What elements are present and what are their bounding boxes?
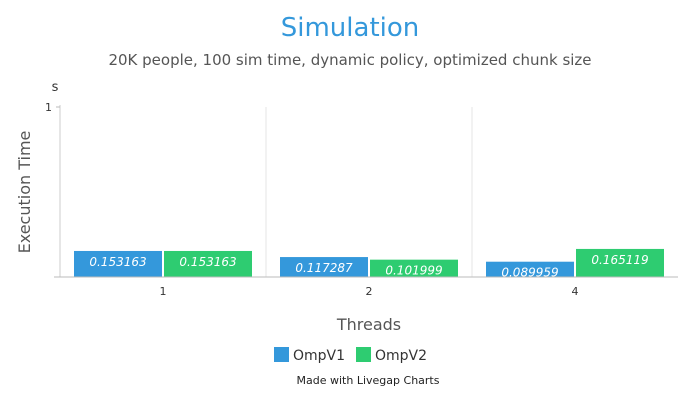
bars: 0.153163 0.153163 0.117287 0.101999 0.089959…	[74, 248, 664, 280]
bar-OmpV2-2[interactable]	[370, 259, 458, 277]
legend[interactable]: OmpV1 OmpV2	[274, 347, 427, 364]
bar-OmpV1-1[interactable]	[74, 250, 162, 277]
chart-title: Simulation	[281, 13, 420, 43]
legend-swatch	[274, 347, 289, 362]
bar-OmpV1-4[interactable]	[486, 261, 574, 277]
legend-label: OmpV1	[293, 348, 345, 364]
legend-label: OmpV2	[375, 348, 427, 364]
credit-text: Made with Livegap Charts	[297, 374, 440, 387]
bar-data-label: 0.153163	[179, 255, 236, 269]
legend-item-OmpV2[interactable]: OmpV2	[356, 347, 427, 364]
y-tick-label: 1	[45, 101, 52, 114]
gridlines	[265, 107, 473, 277]
bar-OmpV2-1[interactable]	[164, 250, 252, 277]
bar-OmpV2-4[interactable]	[576, 248, 664, 277]
bar-OmpV1-2[interactable]	[280, 257, 368, 277]
legend-swatch	[356, 347, 371, 362]
bar-data-label: 0.101999	[385, 264, 442, 278]
y-axis-title: Execution Time	[15, 131, 34, 254]
y-axis-unit: s	[52, 80, 59, 95]
legend-item-OmpV1[interactable]: OmpV1	[274, 347, 345, 364]
axes: 1 1 2 4	[45, 101, 678, 298]
bar-data-label: 0.165119	[591, 253, 648, 267]
chart-subtitle: 20K people, 100 sim time, dynamic policy…	[108, 51, 591, 69]
bar-data-label: 0.153163	[89, 255, 146, 269]
x-axis-title: Threads	[336, 315, 401, 334]
bar-data-label: 0.117287	[295, 261, 353, 275]
x-tick-label: 4	[572, 285, 579, 298]
bar-data-label: 0.089959	[501, 266, 558, 280]
x-tick-label: 2	[366, 285, 373, 298]
x-tick-label: 1	[160, 285, 167, 298]
